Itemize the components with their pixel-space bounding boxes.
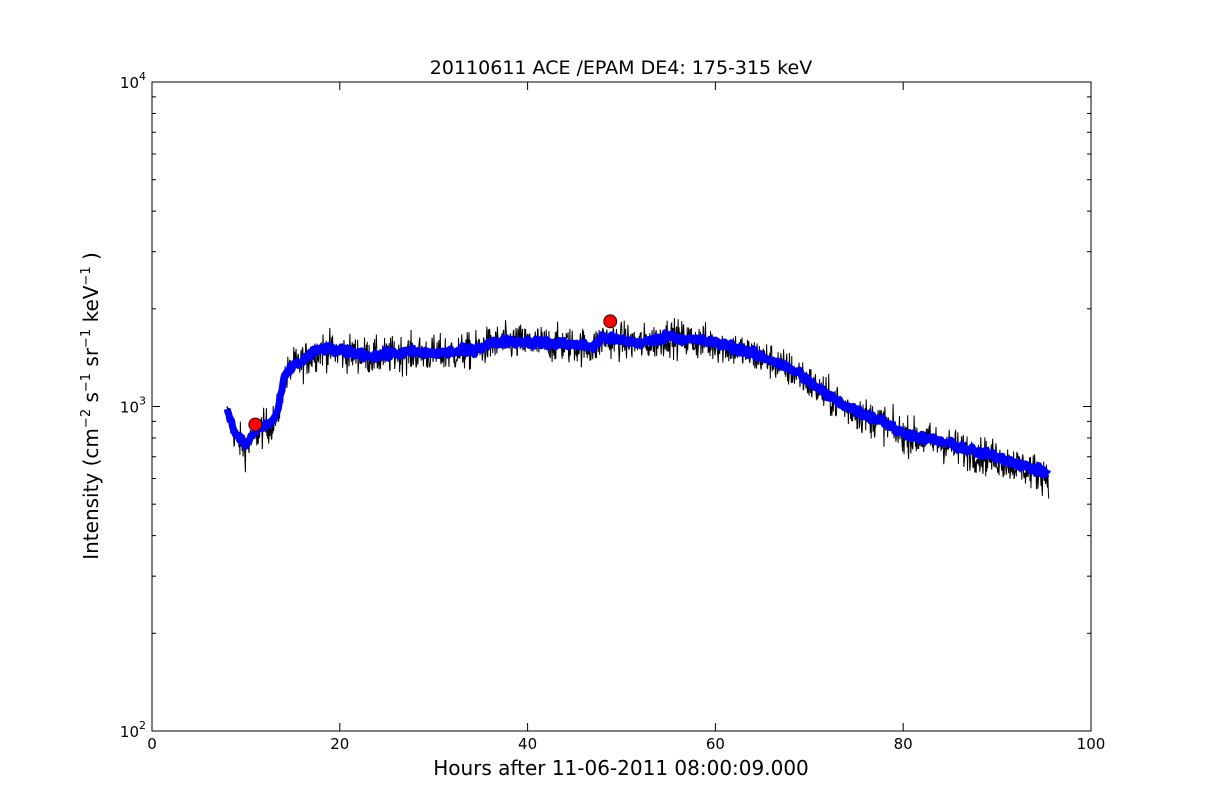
x-tick-label: 40: [518, 735, 537, 753]
y-axis-label-part3: sr: [79, 347, 103, 373]
y-axis-label-exp4: −1: [79, 266, 94, 285]
y-axis-label-part2: s: [79, 392, 103, 409]
peak-marker: [603, 314, 618, 329]
y-axis: 102 103 104: [120, 70, 1091, 741]
x-tick-label: 20: [330, 735, 349, 753]
series-smoothed-line: [223, 329, 1052, 479]
x-axis-label: Hours after 11-06-2011 08:00:09.000: [433, 756, 809, 780]
y-tick-label: 102: [120, 719, 146, 741]
y-axis-label-exp3: −1: [79, 329, 94, 348]
x-tick-label: 0: [147, 735, 157, 753]
y-axis-label-part4: keV: [79, 285, 103, 329]
y-tick-label: 104: [120, 70, 146, 92]
y-axis-label: Intensity (cm−2 s−1 sr−1 keV−1 ): [79, 252, 103, 560]
y-axis-label-suffix: ): [79, 252, 103, 266]
x-tick-label: 60: [706, 735, 725, 753]
plot-area: [151, 81, 1092, 732]
y-axis-label-exp1: −2: [79, 409, 94, 428]
plot-frame: [151, 81, 1092, 732]
y-axis-label-prefix: Intensity (cm: [79, 428, 103, 560]
y-axis-label-exp2: −1: [79, 373, 94, 392]
peak-marker: [248, 417, 263, 432]
chart-title: 20110611 ACE /EPAM DE4: 175-315 keV: [430, 57, 812, 79]
x-tick-label: 100: [1077, 735, 1106, 753]
y-tick-label: 103: [120, 395, 146, 417]
x-axis: 0 20 40 60 80 100: [147, 82, 1105, 753]
x-tick-label: 80: [894, 735, 913, 753]
svg-text:Intensity (cm−2 s−1 sr−1 keV−1: Intensity (cm−2 s−1 sr−1 keV−1 ): [79, 252, 103, 560]
